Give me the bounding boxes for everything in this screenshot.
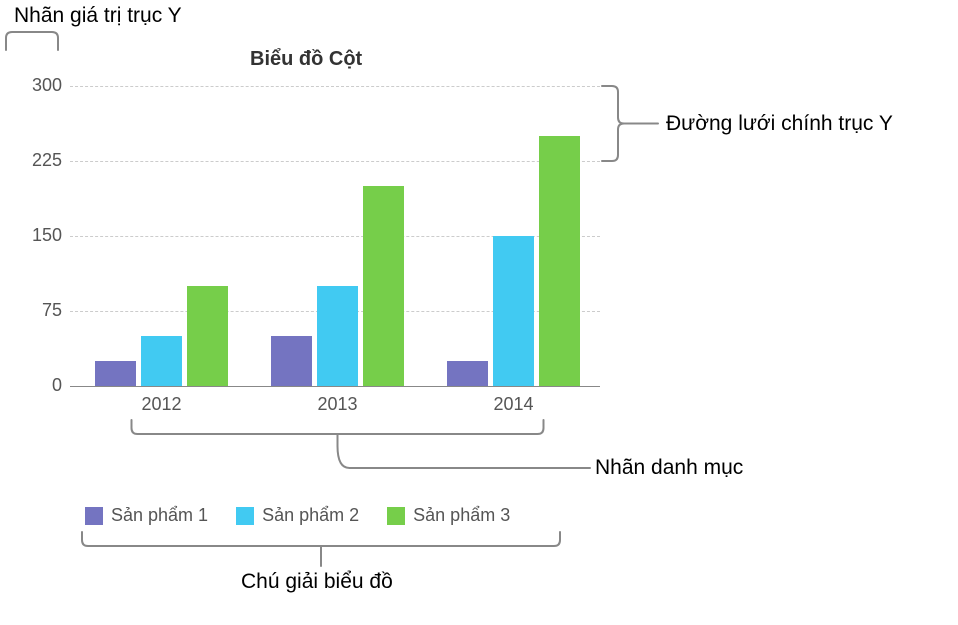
- bar: [539, 136, 580, 386]
- y-tick-label: 300: [12, 75, 62, 96]
- bar: [187, 286, 228, 386]
- callout-legend-label: Chú giải biểu đồ: [241, 570, 393, 594]
- legend-text: Sản phẩm 3: [413, 505, 510, 526]
- callout-y-axis-label: Nhãn giá trị trục Y: [14, 4, 182, 28]
- chart-legend: Sản phẩm 1 Sản phẩm 2 Sản phẩm 3: [85, 505, 510, 526]
- y-tick-label: 0: [12, 375, 62, 396]
- y-tick-label: 150: [12, 225, 62, 246]
- y-tick-label: 75: [12, 300, 62, 321]
- y-gridline: [70, 161, 600, 162]
- legend-text: Sản phẩm 2: [262, 505, 359, 526]
- bar: [493, 236, 534, 386]
- x-axis-line: [70, 386, 600, 387]
- bar: [271, 336, 312, 386]
- bar: [447, 361, 488, 386]
- chart-plot-area: [70, 86, 600, 386]
- legend-swatch: [85, 507, 103, 525]
- x-tick-label: 2013: [271, 394, 404, 415]
- chart-title: Biểu đồ Cột: [250, 48, 362, 71]
- legend-text: Sản phẩm 1: [111, 505, 208, 526]
- bar: [317, 286, 358, 386]
- legend-item: Sản phẩm 2: [236, 505, 359, 526]
- callout-gridline-label: Đường lưới chính trục Y: [666, 112, 893, 136]
- legend-swatch: [387, 507, 405, 525]
- legend-item: Sản phẩm 3: [387, 505, 510, 526]
- callout-category-label: Nhãn danh mục: [595, 456, 743, 480]
- y-tick-label: 225: [12, 150, 62, 171]
- bar: [363, 186, 404, 386]
- legend-item: Sản phẩm 1: [85, 505, 208, 526]
- x-tick-label: 2012: [95, 394, 228, 415]
- x-tick-label: 2014: [447, 394, 580, 415]
- bar: [141, 336, 182, 386]
- bar: [95, 361, 136, 386]
- y-gridline: [70, 86, 600, 87]
- legend-swatch: [236, 507, 254, 525]
